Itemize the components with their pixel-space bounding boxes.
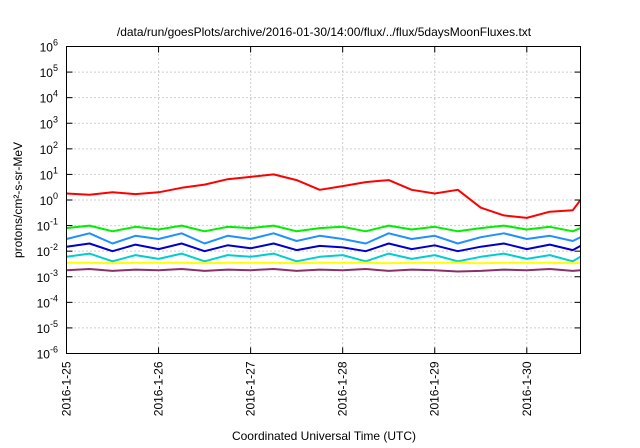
series-line-7 bbox=[66, 268, 581, 273]
y-tick-label: 106 bbox=[40, 38, 58, 55]
x-tick-label: 2016-1-29 bbox=[428, 361, 442, 416]
y-tick-label: 10-4 bbox=[37, 293, 58, 310]
y-tick-label: 102 bbox=[40, 140, 58, 157]
chart-title: /data/run/goesPlots/archive/2016-01-30/1… bbox=[117, 25, 532, 39]
y-tick-label: 104 bbox=[40, 89, 58, 106]
y-axis-label: protons/cm²-s-sr-MeV bbox=[11, 142, 25, 258]
x-tick-label: 2016-1-25 bbox=[60, 361, 74, 416]
x-tick-label: 2016-1-30 bbox=[520, 361, 534, 416]
grid bbox=[66, 46, 581, 354]
y-tick-label: 101 bbox=[40, 165, 58, 182]
plot-frame bbox=[66, 46, 581, 354]
series-layer bbox=[66, 173, 582, 273]
x-tick-label: 2016-1-26 bbox=[152, 361, 166, 416]
y-tick-label: 10-5 bbox=[37, 319, 58, 336]
y-tick-label: 10-1 bbox=[37, 217, 58, 234]
x-tick-label: 2016-1-28 bbox=[336, 361, 350, 416]
axes: 10-6 10-5 10-4 10-3 10-2 10-1 100 101 102 103 104 1… bbox=[37, 38, 581, 416]
y-tick-label: 103 bbox=[40, 114, 58, 131]
y-tick-label: 10-2 bbox=[37, 242, 58, 259]
series-line-1 bbox=[66, 173, 582, 219]
x-tick-label: 2016-1-27 bbox=[244, 361, 258, 416]
y-tick-label: 105 bbox=[40, 63, 58, 80]
series-line-5 bbox=[66, 252, 582, 263]
series-line-4 bbox=[66, 242, 581, 253]
series-line-3 bbox=[66, 232, 581, 245]
x-axis-label: Coordinated Universal Time (UTC) bbox=[232, 429, 416, 443]
series-line-2 bbox=[66, 224, 581, 233]
y-tick-label: 10-3 bbox=[37, 268, 58, 285]
y-tick-label: 100 bbox=[40, 191, 58, 208]
y-tick-label: 10-6 bbox=[37, 345, 58, 362]
